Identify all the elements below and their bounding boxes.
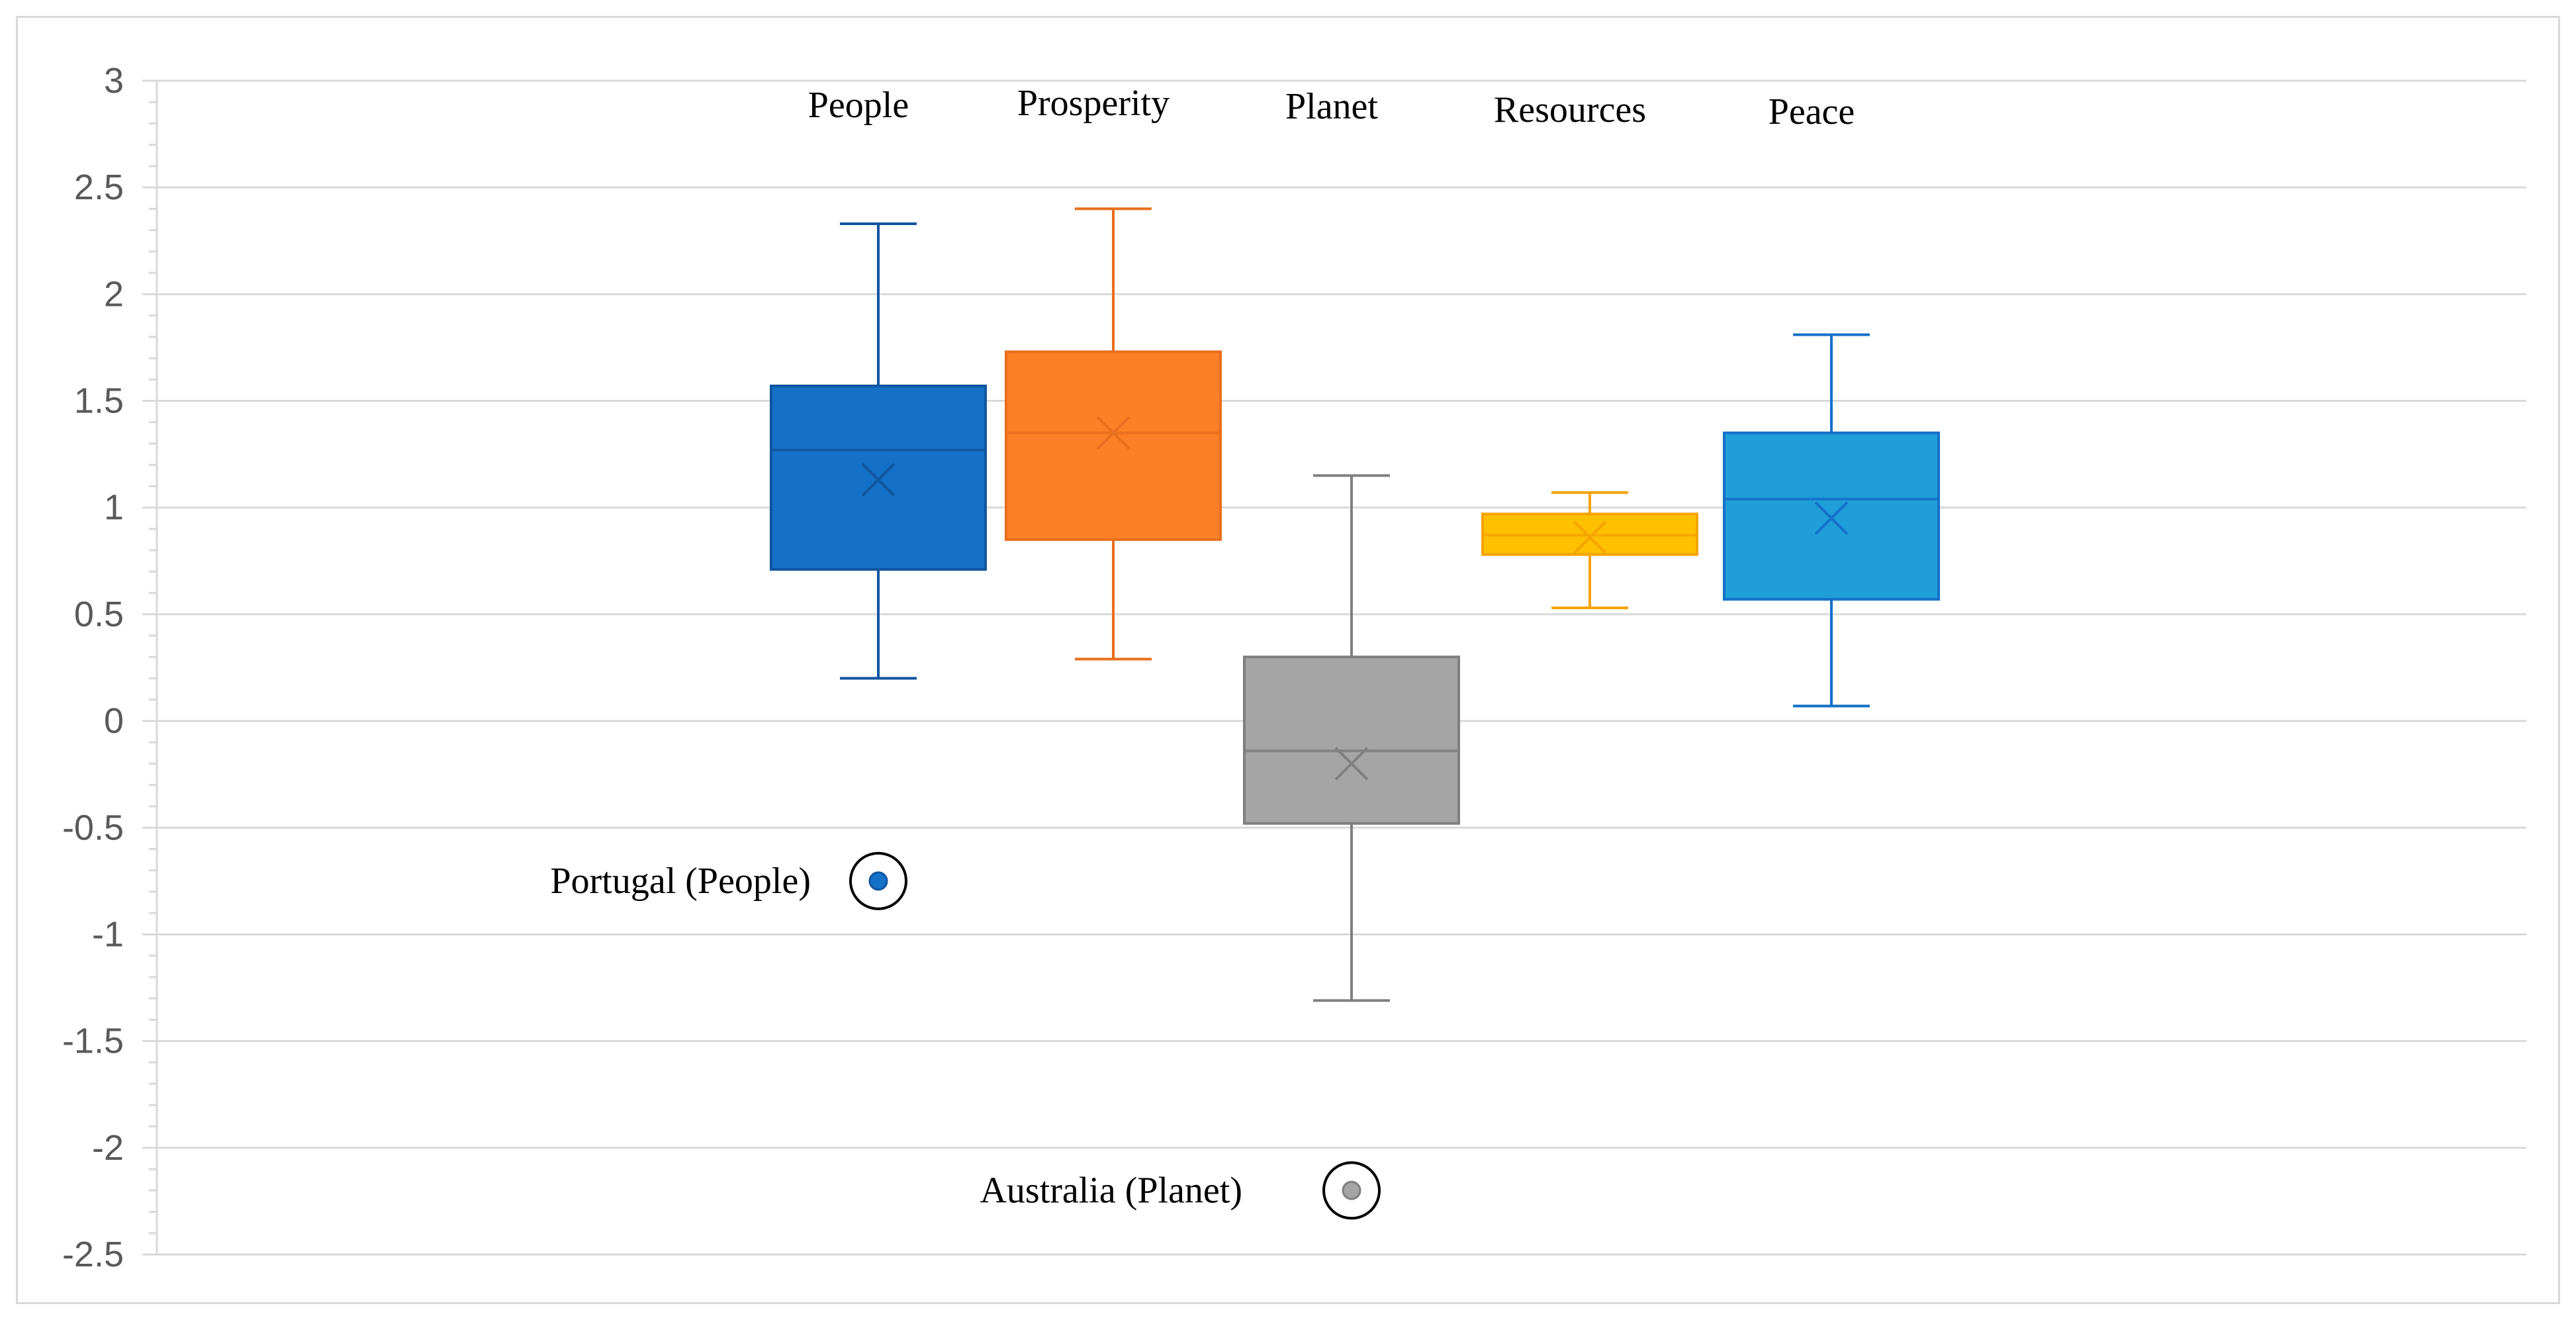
box-planet (1243, 474, 1460, 1002)
y-tick-label: -1.5 (62, 1021, 124, 1061)
box-plot-chart: 3 2.5 2 1.5 1 0.5 0 -0.5 -1 -1.5 -2 -2.5 People Pros… (62, 61, 2526, 1274)
outlier-label: Portugal (People) (551, 861, 811, 902)
outlier-portugal-people-: Portugal (People) (551, 851, 907, 910)
category-labels: People Prosperity Planet Resources Peace (808, 83, 1855, 132)
y-tick-label: -2 (92, 1128, 124, 1168)
outlier-label: Australia (Planet) (980, 1170, 1242, 1211)
box-people (770, 222, 987, 680)
mean-marker (1814, 501, 1849, 536)
chart-frame: 3 2.5 2 1.5 1 0.5 0 -0.5 -1 -1.5 -2 -2.5 People Pros… (16, 16, 2560, 1304)
iqr-box (770, 384, 987, 571)
y-tick-label: -1 (92, 914, 124, 954)
iqr-box (1243, 655, 1460, 825)
box-resources (1481, 491, 1698, 610)
y-tick-label: 2 (104, 274, 124, 314)
y-axis: 3 2.5 2 1.5 1 0.5 0 -0.5 -1 -1.5 -2 -2.5 (62, 61, 158, 1274)
y-tick-label: 1 (104, 488, 124, 528)
y-tick-label: 2.5 (74, 167, 124, 207)
iqr-box (1723, 431, 1940, 601)
outlier-point (1342, 1180, 1361, 1200)
iqr-box (1005, 350, 1222, 542)
category-label-resources: Resources (1494, 89, 1646, 130)
box-series (770, 207, 1940, 1002)
mean-marker (1334, 747, 1369, 780)
gridlines (157, 79, 2526, 1256)
outlier-point (868, 871, 888, 891)
box-prosperity (1005, 207, 1222, 661)
mean-marker (861, 463, 896, 497)
category-label-people: People (808, 85, 909, 126)
y-tick-label: -0.5 (62, 808, 124, 847)
category-label-prosperity: Prosperity (1017, 83, 1170, 124)
y-tick-label: -2.5 (62, 1235, 124, 1274)
outliers: Portugal (People) Australia (Planet) (551, 851, 1381, 1220)
y-tick-label: 0 (104, 701, 124, 741)
mean-marker (1573, 520, 1607, 555)
outlier-australia-planet-: Australia (Planet) (980, 1161, 1381, 1220)
y-tick-label: 0.5 (74, 594, 124, 634)
y-tick-label: 3 (104, 61, 124, 101)
mean-marker (1096, 416, 1130, 450)
y-tick-label: 1.5 (74, 381, 124, 421)
category-label-planet: Planet (1285, 86, 1378, 127)
category-label-peace: Peace (1769, 91, 1855, 132)
box-peace (1723, 333, 1940, 708)
